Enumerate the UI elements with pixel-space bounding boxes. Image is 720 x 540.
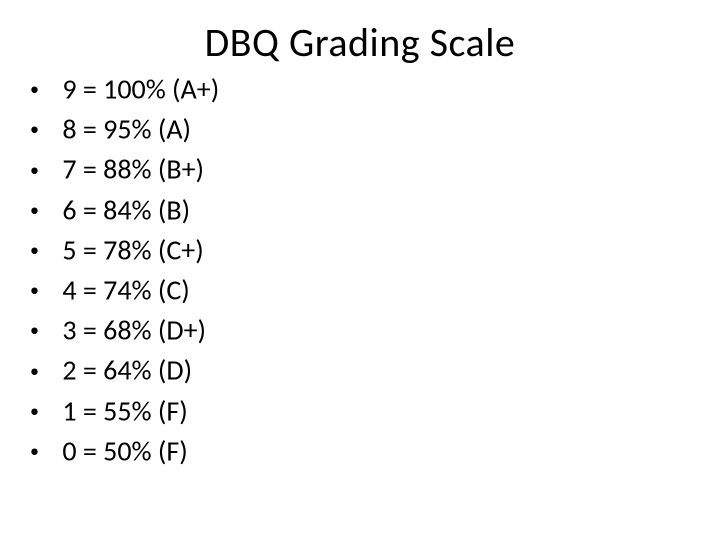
bullet-icon: • [30, 198, 56, 222]
list-item: • 3 = 68% (D+) [30, 309, 219, 349]
list-item-label: 3 = 68% (D+) [62, 313, 206, 348]
list-item: • 5 = 78% (C+) [30, 229, 219, 269]
bullet-icon: • [30, 117, 56, 141]
list-item: • 6 = 84% (B) [30, 189, 219, 229]
list-item: • 2 = 64% (D) [30, 349, 219, 389]
list-item: • 0 = 50% (F) [30, 430, 219, 470]
bullet-icon: • [30, 318, 56, 342]
bullet-icon: • [30, 399, 56, 423]
list-item: • 8 = 95% (A) [30, 108, 219, 148]
page-title: DBQ Grading Scale [0, 18, 720, 67]
bullet-icon: • [30, 158, 56, 182]
list-item: • 1 = 55% (F) [30, 390, 219, 430]
slide: DBQ Grading Scale • 9 = 100% (A+) • 8 = … [0, 0, 720, 540]
list-item-label: 4 = 74% (C) [62, 272, 189, 307]
list-item: • 9 = 100% (A+) [30, 68, 219, 108]
bullet-icon: • [30, 439, 56, 463]
list-item: • 7 = 88% (B+) [30, 148, 219, 188]
list-item-label: 2 = 64% (D) [62, 353, 192, 388]
list-item-label: 8 = 95% (A) [62, 112, 191, 147]
list-item-label: 0 = 50% (F) [62, 433, 187, 468]
bullet-icon: • [30, 238, 56, 262]
list-item-label: 9 = 100% (A+) [62, 71, 219, 106]
list-item-label: 7 = 88% (B+) [62, 152, 204, 187]
list-item: • 4 = 74% (C) [30, 269, 219, 309]
bullet-icon: • [30, 359, 56, 383]
bullet-icon: • [30, 77, 56, 101]
bullet-icon: • [30, 278, 56, 302]
list-item-label: 6 = 84% (B) [62, 192, 190, 227]
list-item-label: 1 = 55% (F) [62, 393, 187, 428]
grading-scale-list: • 9 = 100% (A+) • 8 = 95% (A) • 7 = 88% … [30, 68, 219, 470]
list-item-label: 5 = 78% (C+) [62, 232, 203, 267]
